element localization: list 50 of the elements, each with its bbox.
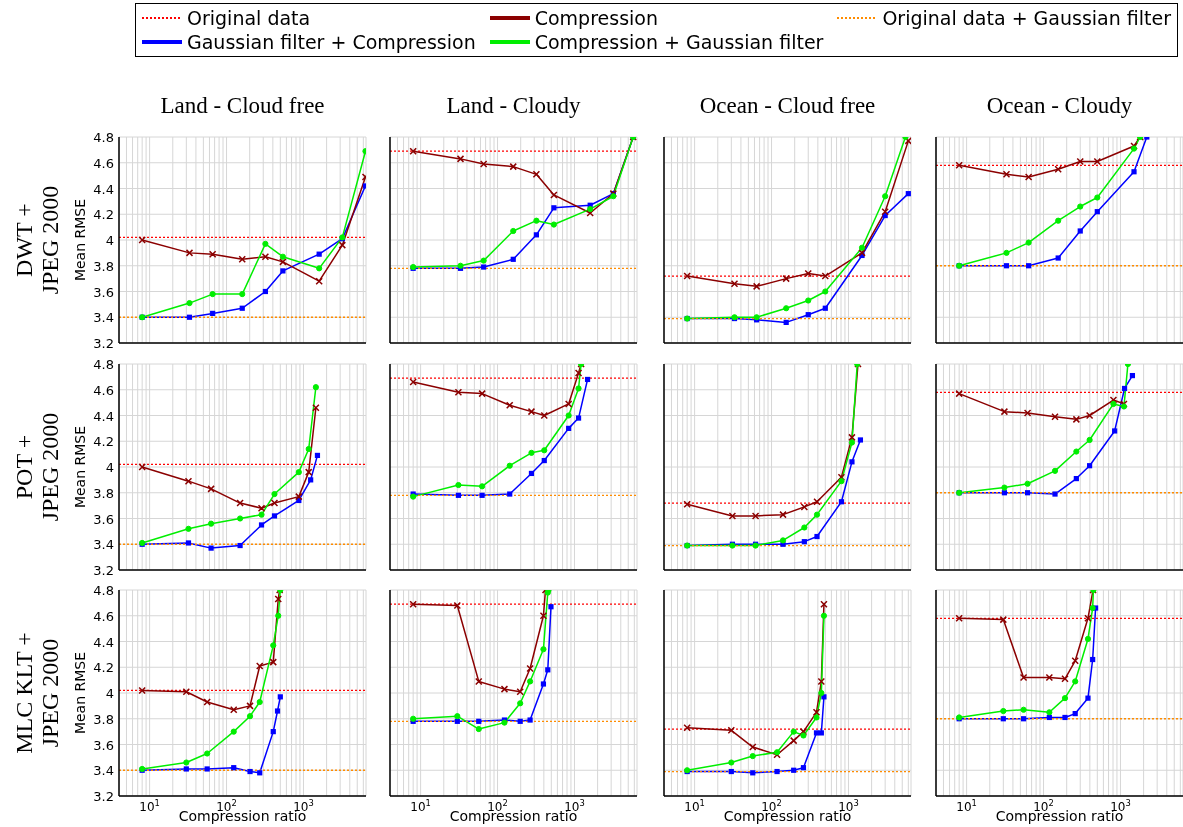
y-tick-label: 3.8	[93, 485, 114, 501]
x-tick-label: 10$^{2}$	[1033, 798, 1054, 814]
y-tick-label: 4.2	[93, 434, 114, 450]
y-tick-label: 4	[105, 233, 114, 248]
y-tick-label: 3.8	[93, 711, 114, 727]
y-tick-label: 3.2	[93, 336, 114, 351]
y-axis-title: Mean RMSE	[72, 425, 88, 509]
y-tick-label: 3.8	[93, 258, 114, 274]
y-tick-label: 3.6	[93, 284, 114, 300]
text: POT + JPEG 2000	[10, 412, 64, 522]
y-tick-label: 3.2	[93, 563, 114, 578]
y-tick-label: 3.6	[93, 737, 114, 753]
x-tick-label: 10$^{2}$	[487, 798, 508, 814]
text: DWT + JPEG 2000	[10, 185, 64, 295]
y-axis-title: Mean RMSE	[72, 651, 88, 735]
y-tick-label: 4.2	[93, 207, 114, 223]
y-tick-label: 4.8	[93, 583, 114, 598]
y-tick-label: 3.6	[93, 511, 114, 527]
y-tick-label: 3.2	[93, 789, 114, 804]
chart-title: Land - Cloudy	[445, 93, 582, 119]
y-tick-label: 4	[105, 686, 114, 701]
y-tick-label: 3.4	[93, 537, 114, 553]
x-tick-label: 10$^{2}$	[761, 798, 782, 814]
chart-title: Ocean - Cloud free	[698, 93, 877, 119]
x-tick-label: 10$^{1}$	[956, 798, 977, 814]
y-tick-label: 4.4	[93, 181, 114, 197]
y-axis-title: Mean RMSE	[72, 198, 88, 282]
y-tick-label: 4.6	[93, 382, 114, 398]
y-tick-label: 4.2	[93, 660, 114, 676]
x-tick-label: 10$^{2}$	[216, 798, 237, 814]
y-tick-label: 4.8	[93, 357, 114, 372]
x-tick-label: 10$^{1}$	[410, 798, 431, 814]
y-tick-label: 4.8	[93, 130, 114, 145]
y-tick-label: 4.6	[93, 155, 114, 171]
chart-title: Ocean - Cloudy	[985, 93, 1134, 119]
y-tick-label: 4.4	[93, 408, 114, 424]
text: MLC KLT + JPEG 2000	[10, 632, 64, 754]
x-tick-label: 10$^{1}$	[684, 798, 705, 814]
y-tick-label: 4	[105, 460, 114, 475]
legend-label: Compression	[534, 7, 658, 29]
y-tick-label: 3.4	[93, 763, 114, 779]
legend-label: Gaussian filter + Compression	[187, 31, 476, 53]
legend-label: Compression + Gaussian filter	[534, 31, 824, 53]
y-tick-label: 4.4	[93, 634, 114, 650]
y-tick-label: 4.6	[93, 608, 114, 624]
legend-label: Original data + Gaussian filter	[882, 7, 1171, 29]
chart-title: Land - Cloud free	[159, 93, 326, 119]
y-tick-label: 3.4	[93, 310, 114, 326]
legend-label: Original data	[187, 7, 311, 29]
x-tick-label: 10$^{1}$	[139, 798, 160, 814]
